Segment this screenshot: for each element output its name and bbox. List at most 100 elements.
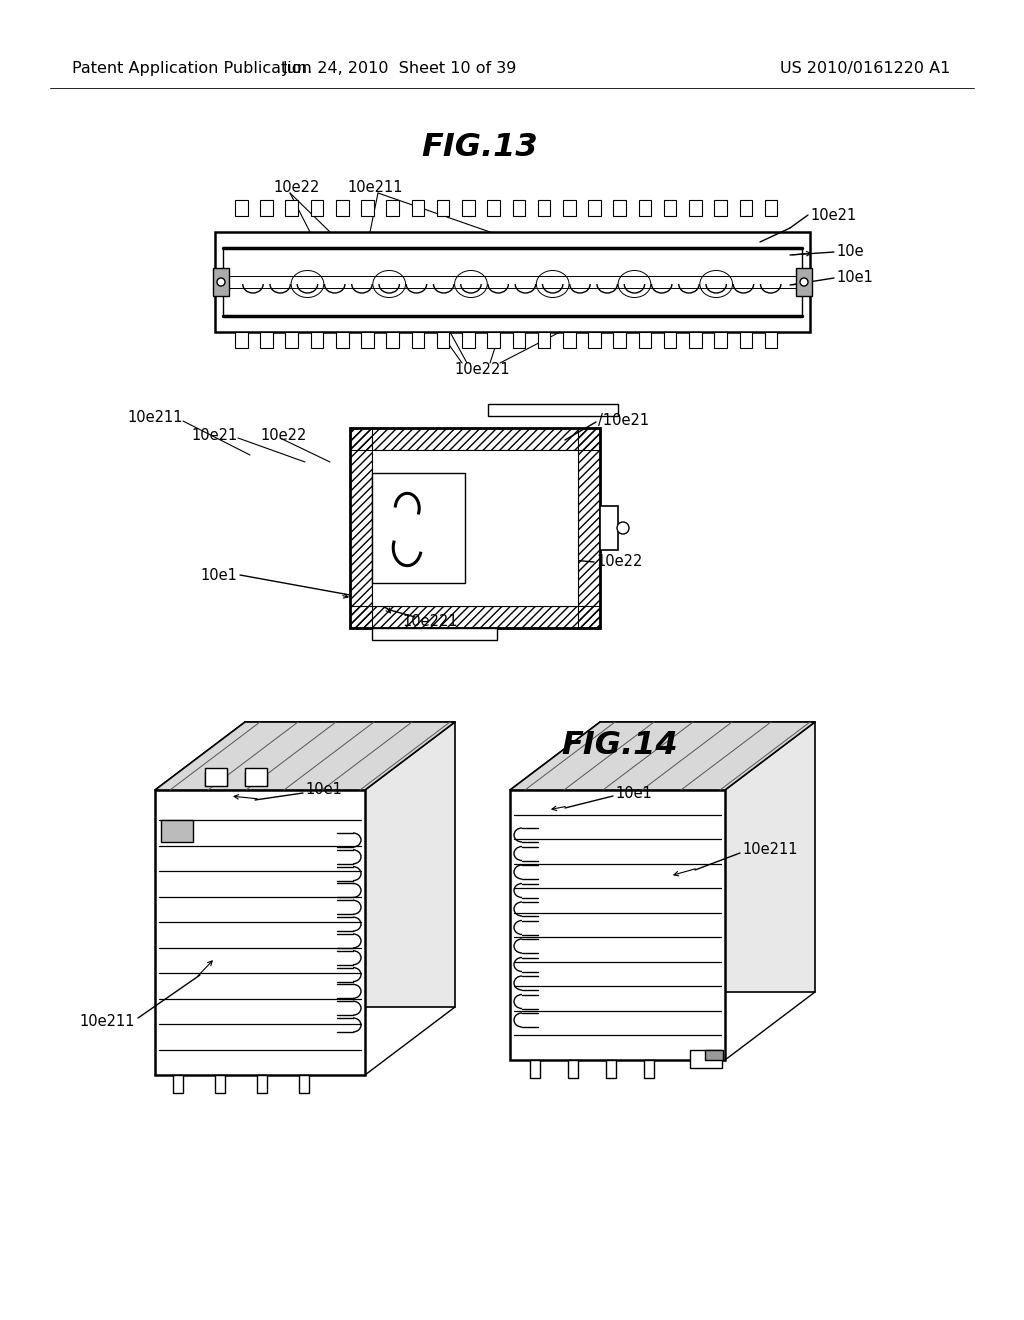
Bar xyxy=(739,333,753,348)
Text: 10e21: 10e21 xyxy=(810,207,856,223)
Bar xyxy=(530,1060,540,1078)
Bar xyxy=(260,333,272,348)
Bar xyxy=(664,333,677,348)
Bar xyxy=(205,768,227,785)
Bar xyxy=(644,1060,654,1078)
Bar xyxy=(613,201,626,216)
Text: 10e1: 10e1 xyxy=(615,785,652,800)
Bar xyxy=(715,333,727,348)
Text: 10e21: 10e21 xyxy=(191,428,238,442)
Bar xyxy=(765,201,777,216)
Bar xyxy=(487,201,500,216)
Polygon shape xyxy=(510,789,725,1060)
Bar xyxy=(350,606,600,628)
Bar xyxy=(336,201,348,216)
Bar xyxy=(462,201,475,216)
Polygon shape xyxy=(510,722,815,789)
Bar xyxy=(215,232,810,333)
Bar xyxy=(361,333,374,348)
Polygon shape xyxy=(155,789,365,1074)
Bar xyxy=(690,1049,722,1068)
Text: 10e22: 10e22 xyxy=(596,554,642,569)
Text: 10e22: 10e22 xyxy=(260,428,306,442)
Text: US 2010/0161220 A1: US 2010/0161220 A1 xyxy=(779,61,950,75)
Text: 10e211: 10e211 xyxy=(347,181,402,195)
Bar xyxy=(715,201,727,216)
Bar xyxy=(372,450,578,606)
Bar xyxy=(213,268,229,296)
Bar xyxy=(234,333,248,348)
Text: 10e1: 10e1 xyxy=(305,783,342,797)
Bar xyxy=(588,201,601,216)
Bar xyxy=(613,333,626,348)
Bar xyxy=(350,428,372,628)
Text: 10e221: 10e221 xyxy=(455,363,510,378)
Bar xyxy=(639,201,651,216)
Bar xyxy=(245,768,267,785)
Text: 10e221: 10e221 xyxy=(402,615,458,630)
Bar xyxy=(299,1074,309,1093)
Ellipse shape xyxy=(800,279,808,286)
Bar xyxy=(705,1049,723,1060)
Bar xyxy=(161,820,193,842)
Bar xyxy=(412,333,424,348)
Ellipse shape xyxy=(617,521,629,535)
Bar xyxy=(512,201,525,216)
Text: /10e21: /10e21 xyxy=(598,412,649,428)
Bar xyxy=(437,333,450,348)
Bar xyxy=(386,333,399,348)
Ellipse shape xyxy=(217,279,225,286)
Bar xyxy=(487,404,618,416)
Bar xyxy=(310,333,324,348)
Bar xyxy=(563,201,575,216)
Bar xyxy=(260,201,272,216)
Bar xyxy=(386,201,399,216)
Bar xyxy=(606,1060,616,1078)
Bar xyxy=(215,1074,225,1093)
Bar xyxy=(234,201,248,216)
Bar xyxy=(372,628,497,640)
Bar xyxy=(350,428,600,628)
Text: Jun. 24, 2010  Sheet 10 of 39: Jun. 24, 2010 Sheet 10 of 39 xyxy=(283,61,517,75)
Text: 10e211: 10e211 xyxy=(128,411,183,425)
Text: Patent Application Publication: Patent Application Publication xyxy=(72,61,311,75)
Bar xyxy=(639,333,651,348)
Bar xyxy=(796,268,812,296)
Polygon shape xyxy=(245,722,455,1007)
Text: 10e211: 10e211 xyxy=(80,1015,135,1030)
Polygon shape xyxy=(600,722,815,993)
Bar xyxy=(689,333,701,348)
Bar xyxy=(487,333,500,348)
Bar xyxy=(538,201,550,216)
Text: 10e1: 10e1 xyxy=(836,271,872,285)
Bar xyxy=(689,201,701,216)
Bar xyxy=(462,333,475,348)
Text: 10e211: 10e211 xyxy=(742,842,798,858)
Bar xyxy=(361,201,374,216)
Text: 10e22: 10e22 xyxy=(273,181,321,195)
Bar xyxy=(350,428,600,450)
Bar xyxy=(765,333,777,348)
Bar xyxy=(664,201,677,216)
Bar xyxy=(310,201,324,216)
Bar xyxy=(739,201,753,216)
Bar xyxy=(412,201,424,216)
Bar xyxy=(372,474,465,582)
Bar xyxy=(588,333,601,348)
Bar xyxy=(437,201,450,216)
Bar xyxy=(512,333,525,348)
Bar xyxy=(563,333,575,348)
Bar xyxy=(286,201,298,216)
Polygon shape xyxy=(155,722,455,789)
Bar xyxy=(578,428,600,628)
Bar xyxy=(223,248,802,315)
Bar xyxy=(600,506,618,550)
Bar xyxy=(286,333,298,348)
Bar xyxy=(173,1074,183,1093)
Text: 10e1: 10e1 xyxy=(200,568,237,582)
Bar xyxy=(568,1060,578,1078)
Bar xyxy=(223,248,802,315)
Bar xyxy=(336,333,348,348)
Text: FIG.13: FIG.13 xyxy=(422,132,539,164)
Bar xyxy=(538,333,550,348)
